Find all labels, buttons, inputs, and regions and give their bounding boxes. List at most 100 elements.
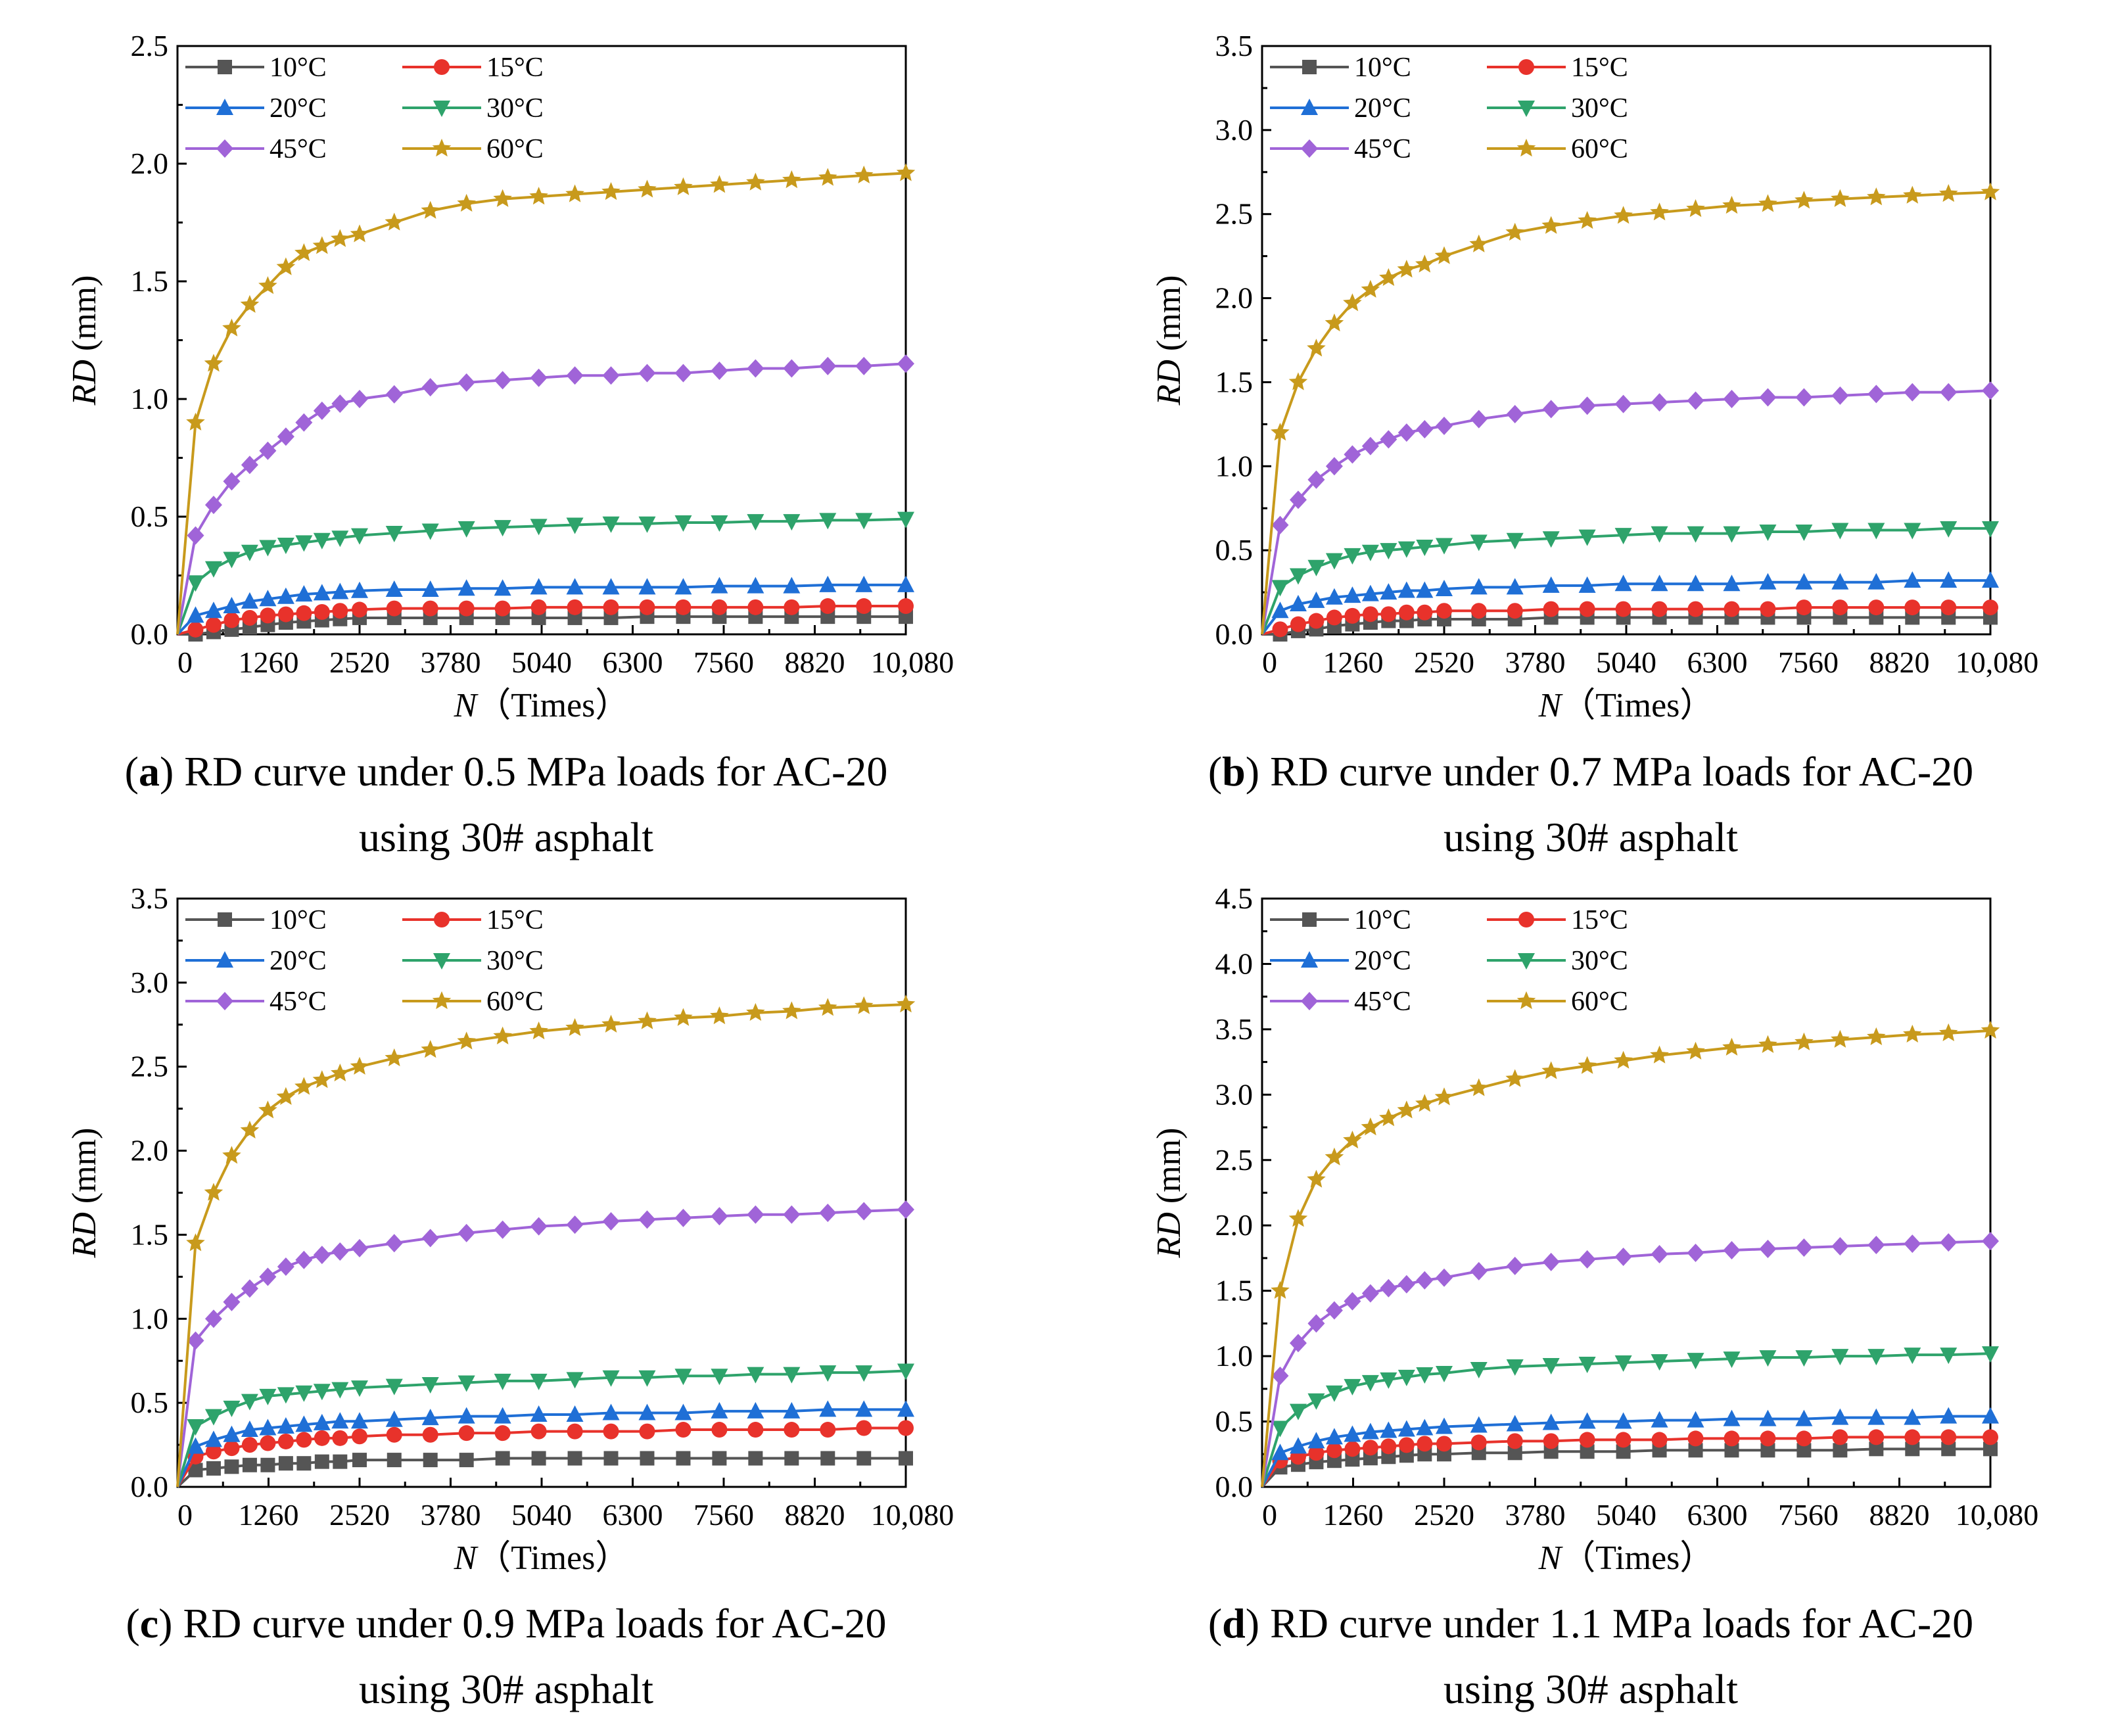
data-point	[1380, 1372, 1397, 1389]
data-point	[386, 1426, 402, 1443]
data-point	[675, 1422, 692, 1438]
data-point	[1831, 189, 1850, 207]
x-tick-label: 2520	[1414, 645, 1474, 679]
x-axis-title-italic: N	[454, 687, 479, 724]
data-point	[820, 1422, 836, 1438]
data-point	[1415, 1094, 1434, 1112]
data-point	[1380, 1279, 1397, 1298]
y-tick-label: 4.0	[1215, 947, 1254, 980]
data-point	[1506, 532, 1524, 550]
x-tick-label: 2520	[329, 1498, 390, 1532]
data-point	[567, 1451, 582, 1466]
data-point	[1795, 1032, 1814, 1050]
data-point	[259, 1267, 277, 1286]
data-point	[1325, 1301, 1343, 1320]
data-point	[1416, 1419, 1434, 1436]
data-point	[1271, 515, 1289, 534]
data-point	[855, 1202, 873, 1221]
data-point	[1758, 194, 1777, 212]
data-point	[1380, 1421, 1397, 1438]
data-point	[1470, 1362, 1488, 1378]
data-point	[1905, 1442, 1920, 1457]
caption-line-2: using 30# asphalt	[359, 1666, 653, 1712]
y-axis-title-italic: RD	[1150, 360, 1188, 406]
data-point	[1868, 1429, 1885, 1445]
data-point	[1867, 573, 1885, 590]
data-point	[1289, 594, 1307, 611]
y-axis-title: RD (mm)	[66, 275, 103, 406]
data-point	[674, 1403, 692, 1420]
data-point	[1271, 1420, 1289, 1438]
data-point	[783, 1367, 801, 1384]
data-point	[259, 441, 277, 460]
data-point	[1687, 1430, 1704, 1447]
data-point	[313, 1384, 331, 1401]
legend-marker	[1518, 912, 1534, 927]
data-point	[258, 1100, 277, 1119]
data-point	[1982, 381, 1999, 400]
data-point	[1397, 1100, 1417, 1119]
y-tick-label: 2.5	[1215, 1143, 1254, 1177]
data-point	[494, 1407, 511, 1424]
data-point	[260, 1457, 275, 1472]
x-tick-label: 5040	[511, 1498, 572, 1532]
data-point	[206, 1461, 221, 1476]
data-point	[819, 1204, 837, 1223]
data-point	[1760, 1430, 1776, 1447]
legend-label: 20°C	[1354, 93, 1411, 124]
legend-label: 60°C	[486, 987, 544, 1017]
x-axis-title-italic: N	[1538, 687, 1564, 724]
data-point	[639, 1423, 655, 1440]
data-point	[1904, 383, 1921, 402]
caption-letter: a	[139, 748, 160, 795]
data-point	[1650, 1045, 1669, 1064]
data-point	[1362, 606, 1378, 622]
x-axis-title-rest: （Times）	[477, 687, 629, 724]
data-point	[276, 257, 296, 275]
data-point	[566, 578, 584, 595]
data-point	[638, 516, 656, 533]
data-point	[638, 1210, 656, 1229]
legend-label: 20°C	[270, 93, 327, 124]
legend-marker	[1518, 59, 1534, 75]
legend: 10°C 15°C 20°C 30°C 45°C 60°C	[185, 53, 544, 164]
data-point	[1506, 1359, 1524, 1376]
data-point	[747, 1422, 764, 1438]
y-axis-title-italic: RD	[66, 1212, 103, 1258]
data-point	[530, 1217, 548, 1236]
data-point	[1578, 1357, 1596, 1374]
data-point	[1760, 1443, 1775, 1458]
data-point	[1615, 601, 1631, 617]
y-tick-label: 3.5	[131, 881, 169, 915]
data-point	[1982, 1232, 1999, 1251]
data-point	[241, 1279, 258, 1298]
data-point	[897, 511, 914, 528]
data-point	[638, 578, 656, 595]
data-point	[458, 373, 475, 392]
y-tick-label: 4.5	[1215, 881, 1254, 915]
data-point	[1614, 206, 1633, 224]
data-point	[421, 1377, 439, 1394]
caption-b: (b) RD curve under 0.7 MPa loads for AC-…	[1208, 748, 1973, 860]
data-point	[1506, 1415, 1524, 1432]
data-point	[1868, 599, 1885, 616]
data-point	[458, 521, 475, 538]
caption-letter: c	[140, 1600, 158, 1647]
caption-line-2: using 30# asphalt	[359, 814, 653, 860]
data-point	[783, 514, 801, 531]
data-point	[223, 612, 240, 628]
y-axis-title-rest: (mm)	[66, 1128, 103, 1213]
data-point	[386, 600, 402, 617]
y-tick-label: 3.0	[1215, 1077, 1254, 1111]
data-point	[352, 1428, 367, 1445]
data-point	[603, 599, 619, 615]
data-point	[1940, 521, 1958, 538]
x-axis-title-rest: （Times）	[477, 1539, 629, 1577]
data-point	[295, 1250, 313, 1269]
x-tick-label: 10,080	[1956, 1498, 2039, 1532]
data-point	[1436, 1365, 1453, 1382]
data-point	[897, 1200, 914, 1219]
data-point	[204, 561, 222, 578]
data-point	[204, 1309, 222, 1328]
